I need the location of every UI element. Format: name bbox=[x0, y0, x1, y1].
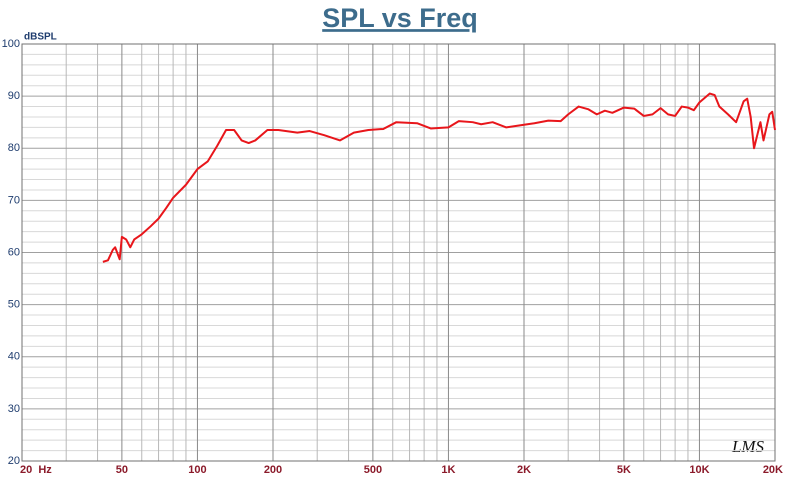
x-tick-label: 20 Hz bbox=[20, 464, 52, 476]
x-tick-label: 100 bbox=[188, 464, 206, 476]
watermark: LMS bbox=[731, 437, 765, 456]
y-tick-label: 20 bbox=[8, 455, 20, 467]
x-tick-label: 10K bbox=[689, 464, 709, 476]
x-tick-label: 2K bbox=[517, 464, 531, 476]
x-tick-label: 1K bbox=[441, 464, 455, 476]
x-tick-label: 200 bbox=[264, 464, 282, 476]
y-tick-label: 50 bbox=[8, 299, 20, 311]
y-axis-label: dBSPL bbox=[24, 32, 57, 43]
y-tick-label: 90 bbox=[8, 90, 20, 102]
chart-title: SPL vs Freq bbox=[322, 3, 478, 33]
x-tick-label: 5K bbox=[617, 464, 631, 476]
plot-border bbox=[21, 43, 776, 462]
y-tick-label: 70 bbox=[8, 194, 20, 206]
x-tick-label: 20K bbox=[763, 464, 783, 476]
x-tick-label: 500 bbox=[364, 464, 382, 476]
y-tick-label: 60 bbox=[8, 246, 20, 258]
y-tick-label: 30 bbox=[8, 403, 20, 415]
y-tick-label: 40 bbox=[8, 351, 20, 363]
spl-curve bbox=[102, 92, 776, 263]
y-tick-label: 80 bbox=[8, 142, 20, 154]
x-tick-label: 50 bbox=[116, 464, 128, 476]
y-tick-label: 100 bbox=[2, 38, 20, 50]
